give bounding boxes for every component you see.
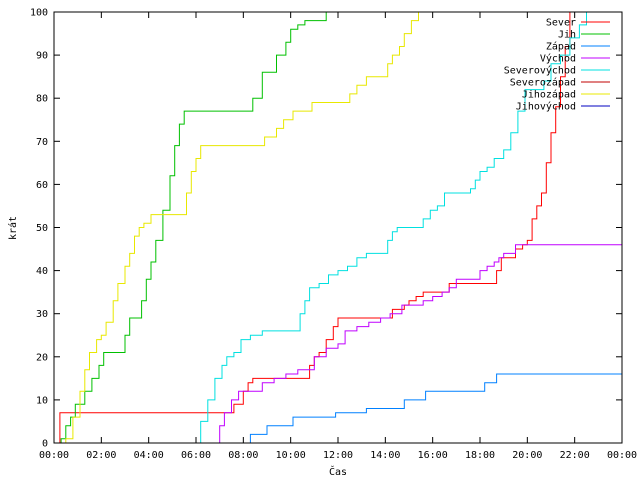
x-tick-label: 18:00 <box>465 450 495 461</box>
x-tick-label: 22:00 <box>560 450 590 461</box>
series-line-6 <box>54 12 419 443</box>
y-tick-label: 60 <box>36 180 48 191</box>
y-tick-label: 20 <box>36 352 48 363</box>
y-tick-label: 100 <box>30 8 48 19</box>
series-line-4 <box>196 12 587 443</box>
x-tick-label: 16:00 <box>418 450 448 461</box>
x-tick-label: 06:00 <box>181 450 211 461</box>
y-tick-label: 30 <box>36 309 48 320</box>
legend-label-6: Jihozápad <box>522 89 576 101</box>
y-tick-label: 90 <box>36 51 48 62</box>
series-line-0 <box>54 12 571 443</box>
x-tick-label: 20:00 <box>512 450 542 461</box>
legend-label-7: Jihovýchod <box>516 101 576 113</box>
series-line-2 <box>245 373 622 443</box>
x-tick-label: 02:00 <box>86 450 116 461</box>
x-tick-label: 08:00 <box>228 450 258 461</box>
y-tick-label: 70 <box>36 137 48 148</box>
y-tick-label: 0 <box>42 439 48 450</box>
legend-label-5: Severozápad <box>510 77 576 89</box>
x-tick-label: 00:00 <box>39 450 69 461</box>
x-axis-label: Čas <box>329 465 347 478</box>
x-tick-label: 00:00 <box>607 450 637 461</box>
series-line-3 <box>214 244 622 443</box>
legend-label-3: Východ <box>540 53 576 65</box>
y-tick-label: 80 <box>36 94 48 105</box>
y-tick-label: 10 <box>36 395 48 406</box>
y-tick-label: 40 <box>36 266 48 277</box>
legend: SeverJihZápadVýchodSeverovýchodSeverozáp… <box>504 18 610 113</box>
x-tick-label: 12:00 <box>323 450 353 461</box>
series-line-1 <box>54 12 327 443</box>
y-axis-label: krát <box>7 216 19 240</box>
legend-label-1: Jih <box>558 30 576 41</box>
x-tick-label: 04:00 <box>134 450 164 461</box>
x-tick-label: 10:00 <box>276 450 306 461</box>
legend-label-4: Severovýchod <box>504 65 576 77</box>
series-layer <box>54 12 622 443</box>
ticks-layer: 00:00 02:00 04:00 06:00 08:00 10:00 12:00 14:00… <box>30 8 637 462</box>
x-tick-label: 14:00 <box>370 450 400 461</box>
legend-label-0: Sever <box>546 18 576 29</box>
y-tick-label: 50 <box>36 223 48 234</box>
legend-label-2: Západ <box>546 41 576 53</box>
